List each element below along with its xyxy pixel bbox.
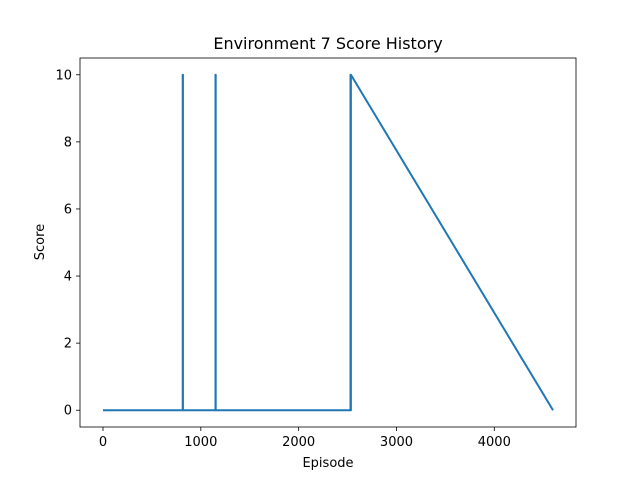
y-tick-label: 2: [64, 337, 72, 352]
y-tick-label: 0: [64, 404, 72, 419]
x-tick-label: 1000: [184, 435, 217, 450]
x-axis-label: Episode: [302, 456, 353, 471]
chart-title: Environment 7 Score History: [213, 34, 442, 53]
y-tick-label: 6: [64, 202, 72, 217]
x-tick-label: 3000: [380, 435, 413, 450]
plot-area-frame: [79, 57, 577, 428]
y-tick-label: 8: [64, 135, 72, 150]
plot-content: [102, 73, 554, 412]
y-axis-label: Score: [33, 224, 48, 260]
x-tick-label: 0: [99, 435, 107, 450]
y-tick-label: 4: [64, 270, 72, 285]
x-tick-label: 2000: [282, 435, 315, 450]
x-tick-label: 4000: [478, 435, 511, 450]
score-line-series: [102, 73, 554, 412]
y-axis-ticks: 0 2 4 6 8 10: [55, 68, 80, 419]
y-tick-label: 10: [55, 68, 72, 83]
x-axis-ticks: 0 1000 2000 3000 4000: [99, 427, 511, 450]
